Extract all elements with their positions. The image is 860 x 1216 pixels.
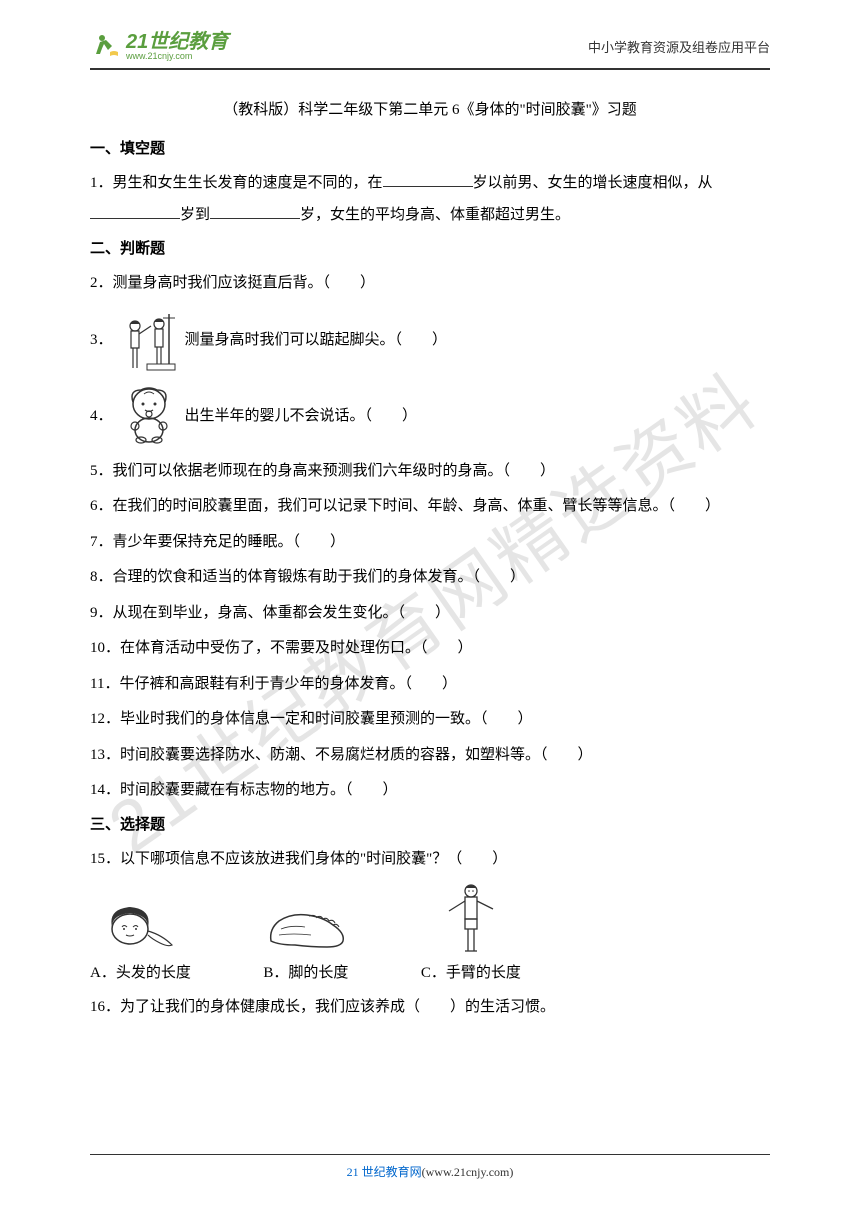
question-5: 5．我们可以依据老师现在的身高来预测我们六年级时的身高。（ ） <box>90 456 770 488</box>
document-title: （教科版）科学二年级下第二单元 6《身体的"时间胶囊"》习题 <box>90 98 770 119</box>
question-12: 12．毕业时我们的身体信息一定和时间胶囊里预测的一致。（ ） <box>90 704 770 736</box>
q1-part-b: 岁以前男、女生的增长速度相似，从 <box>473 175 713 191</box>
baby-illustration <box>119 382 179 448</box>
option-b-label: B．脚的长度 <box>263 961 348 982</box>
question-6: 6．在我们的时间胶囊里面，我们可以记录下时间、年龄、身高、体重、臂长等等信息。（… <box>90 491 770 523</box>
option-a-label: A．头发的长度 <box>90 961 191 982</box>
q1-part-d: 岁，女生的平均身高、体重都超过男生。 <box>300 207 570 223</box>
q1-part-c: 岁到 <box>180 207 210 223</box>
q4-number: 4． <box>90 404 113 425</box>
option-b[interactable]: B．脚的长度 <box>261 899 351 982</box>
question-4: 4． 出生半年的婴儿不会说话。（ ） <box>90 382 770 448</box>
question-9: 9．从现在到毕业，身高、体重都会发生变化。（ ） <box>90 598 770 630</box>
question-16: 16．为了让我们的身体健康成长，我们应该养成（ ）的生活习惯。 <box>90 992 770 1024</box>
section-1-heading: 一、填空题 <box>90 137 770 158</box>
blank[interactable] <box>383 169 473 187</box>
question-15-options: A．头发的长度 B．脚的长度 <box>90 881 770 982</box>
footer: 21 世纪教育网(www.21cnjy.com) <box>90 1154 770 1180</box>
hair-illustration <box>100 899 180 957</box>
footer-link[interactable]: 21 世纪教育网 <box>347 1165 422 1179</box>
question-14: 14．时间胶囊要藏在有标志物的地方。（ ） <box>90 775 770 807</box>
option-a[interactable]: A．头发的长度 <box>90 899 191 982</box>
section-2-heading: 二、判断题 <box>90 237 770 258</box>
question-11: 11．牛仔裤和高跟鞋有利于青少年的身体发育。（ ） <box>90 669 770 701</box>
q3-text: 测量身高时我们可以踮起脚尖。（ ） <box>185 328 448 349</box>
question-10: 10．在体育活动中受伤了，不需要及时处理伤口。（ ） <box>90 633 770 665</box>
question-2: 2．测量身高时我们应该挺直后背。（ ） <box>90 268 770 300</box>
option-c-label: C．手臂的长度 <box>421 961 521 982</box>
height-measure-illustration <box>119 304 179 374</box>
q4-text: 出生半年的婴儿不会说话。（ ） <box>185 404 418 425</box>
option-c[interactable]: C．手臂的长度 <box>421 881 521 982</box>
question-7: 7．青少年要保持充足的睡眠。（ ） <box>90 527 770 559</box>
question-8: 8．合理的饮食和适当的体育锻炼有助于我们的身体发育。（ ） <box>90 562 770 594</box>
header: 21世纪教育 www.21cnjy.com 中小学教育资源及组卷应用平台 <box>90 30 770 70</box>
blank[interactable] <box>90 201 180 219</box>
logo: 21世纪教育 www.21cnjy.com <box>90 30 228 62</box>
logo-icon <box>90 30 122 62</box>
footer-url: (www.21cnjy.com) <box>422 1165 514 1179</box>
question-15: 15．以下哪项信息不应该放进我们身体的"时间胶囊"？（ ） <box>90 844 770 876</box>
arm-illustration <box>443 881 499 957</box>
blank[interactable] <box>210 201 300 219</box>
question-3: 3． 测量身高时我们可以踮起脚尖。（ ） <box>90 304 770 374</box>
section-3-heading: 三、选择题 <box>90 813 770 834</box>
question-1: 1．男生和女生生长发育的速度是不同的，在 岁以前男、女生的增长速度相似，从 岁到 岁… <box>90 168 770 231</box>
page-content: 21世纪教育 www.21cnjy.com 中小学教育资源及组卷应用平台 （教科… <box>0 0 860 1048</box>
q1-part-a: 1．男生和女生生长发育的速度是不同的，在 <box>90 175 383 191</box>
header-right: 中小学教育资源及组卷应用平台 <box>588 37 770 56</box>
foot-illustration <box>261 899 351 957</box>
q3-number: 3． <box>90 328 113 349</box>
logo-text: 21世纪教育 www.21cnjy.com <box>126 32 228 61</box>
logo-url: www.21cnjy.com <box>126 52 228 61</box>
question-13: 13．时间胶囊要选择防水、防潮、不易腐烂材质的容器，如塑料等。（ ） <box>90 740 770 772</box>
logo-cn: 21世纪教育 <box>126 32 228 52</box>
